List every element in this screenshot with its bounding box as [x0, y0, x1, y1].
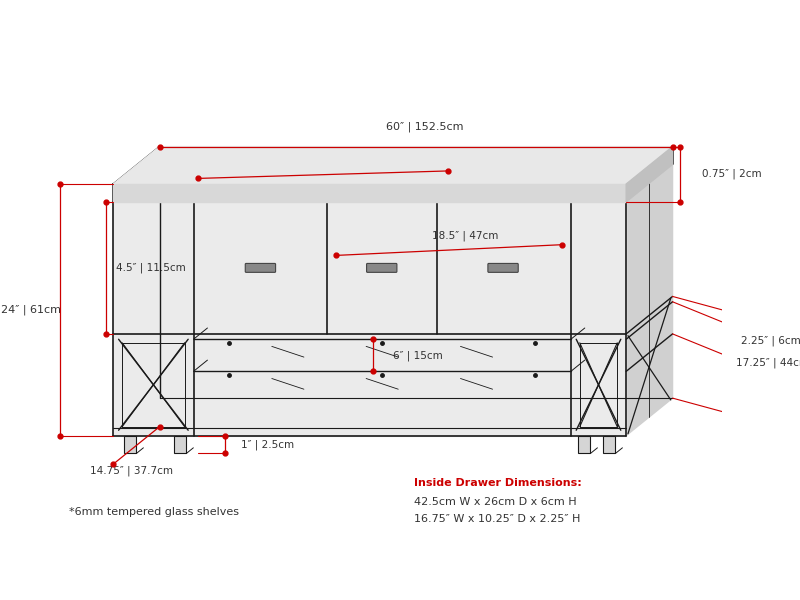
Text: 4.5″ | 11.5cm: 4.5″ | 11.5cm: [116, 263, 186, 273]
FancyBboxPatch shape: [246, 263, 275, 272]
Polygon shape: [626, 164, 673, 436]
Text: 1″ | 2.5cm: 1″ | 2.5cm: [241, 439, 294, 450]
Bar: [578, 436, 590, 454]
Polygon shape: [114, 184, 626, 202]
Text: 17.25″ | 44cm: 17.25″ | 44cm: [736, 357, 800, 368]
Bar: [603, 436, 615, 454]
Polygon shape: [114, 146, 673, 184]
Bar: [124, 436, 137, 454]
Text: 14.75″ | 37.7cm: 14.75″ | 37.7cm: [90, 465, 174, 476]
Bar: [174, 436, 186, 454]
FancyBboxPatch shape: [366, 263, 397, 272]
Text: 2.25″ | 6cm: 2.25″ | 6cm: [741, 336, 800, 346]
Text: 15.75″ | 40cm: 15.75″ | 40cm: [294, 154, 367, 164]
Text: 42.5cm W x 26cm D x 6cm H: 42.5cm W x 26cm D x 6cm H: [414, 497, 577, 506]
FancyBboxPatch shape: [488, 263, 518, 272]
Text: 0.75″ | 2cm: 0.75″ | 2cm: [702, 169, 762, 179]
Text: 6″ | 15cm: 6″ | 15cm: [393, 350, 442, 361]
Polygon shape: [114, 202, 626, 436]
Text: 24″ | 61cm: 24″ | 61cm: [1, 305, 61, 315]
Text: Inside Drawer Dimensions:: Inside Drawer Dimensions:: [414, 478, 582, 488]
Text: 16.75″ W x 10.25″ D x 2.25″ H: 16.75″ W x 10.25″ D x 2.25″ H: [414, 514, 580, 524]
Polygon shape: [626, 146, 673, 202]
Text: *6mm tempered glass shelves: *6mm tempered glass shelves: [69, 508, 238, 517]
Text: 18.5″ | 47cm: 18.5″ | 47cm: [431, 230, 498, 241]
Text: 60″ | 152.5cm: 60″ | 152.5cm: [386, 122, 463, 132]
